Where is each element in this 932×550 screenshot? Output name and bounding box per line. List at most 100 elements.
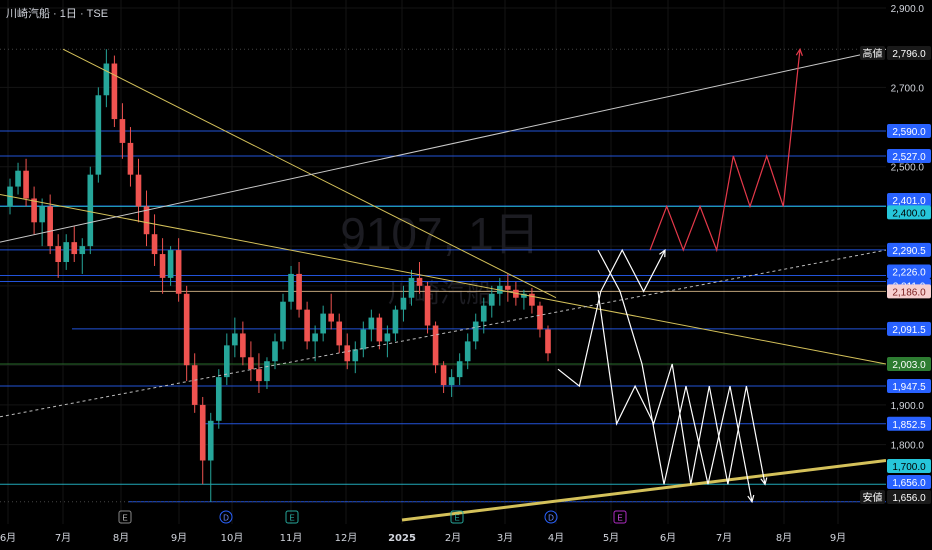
price-label-text: 2,091.5: [892, 325, 926, 336]
trendline: [0, 194, 887, 365]
candle-body: [472, 321, 479, 342]
price-label-box: [887, 264, 931, 279]
time-tick-label: 8月: [113, 532, 129, 544]
price-label: 2,527.0: [887, 149, 931, 164]
price-label-text: 2,400.0: [892, 208, 926, 219]
price-label: 1,656.0: [887, 475, 931, 489]
price-label: 2,226.0: [887, 264, 931, 279]
event-marker: E: [118, 510, 132, 524]
projection-arrowhead: [659, 248, 666, 258]
event-marker: E: [613, 510, 627, 524]
price-label-text: 2,290.5: [892, 246, 926, 257]
projection-path: [597, 291, 766, 485]
event-marker-shape: [613, 510, 627, 524]
trendline: [0, 249, 887, 418]
trendlines: [0, 48, 887, 522]
event-marker-label: E: [617, 514, 622, 523]
candle-body: [71, 242, 78, 255]
event-marker-shape: [544, 510, 558, 524]
price-tick-label: 2,900.0: [891, 4, 925, 15]
time-tick-label: 8月: [776, 532, 792, 544]
price-label-text: 1,947.5: [892, 382, 926, 393]
price-label: 2,091.5: [887, 321, 931, 336]
candle-body: [328, 313, 335, 322]
event-marker-shape: [118, 510, 132, 524]
candle-body: [63, 242, 70, 262]
projection-arrowhead: [747, 494, 755, 504]
candle-body: [87, 174, 94, 247]
candle-body: [336, 321, 343, 346]
candle-body: [15, 170, 21, 187]
price-label: 2,290.5: [887, 242, 931, 257]
event-marker: D: [219, 510, 233, 524]
time-tick-label: 6月: [0, 532, 16, 544]
candle-body: [31, 198, 37, 223]
bullish-projection-path: [649, 49, 801, 253]
candle-body: [416, 277, 423, 286]
event-marker-label: E: [122, 514, 127, 523]
event-marker-label: D: [223, 514, 229, 523]
candle-body: [264, 361, 270, 382]
price-label: 2,796.0 高値: [860, 46, 931, 60]
price-label: 1,700.0: [887, 459, 931, 473]
candle-body: [127, 142, 134, 175]
candle-body: [240, 333, 246, 358]
price-label-box: [887, 475, 931, 489]
time-tick-label: 6月: [660, 532, 676, 544]
candle-body: [175, 250, 182, 294]
price-label-text: 2,003.0: [892, 360, 926, 371]
candle-body: [424, 285, 431, 326]
candle-body: [207, 420, 214, 461]
price-tick-label: 1,900.0: [891, 401, 925, 412]
candle-body: [352, 349, 359, 362]
price-axis[interactable]: 2,900.02,700.02,500.02,300.02,200.02,000…: [860, 0, 932, 550]
candle-body: [256, 369, 262, 382]
candle-body: [272, 341, 278, 362]
price-label-text: 2,186.0: [892, 287, 926, 298]
candle-body: [280, 301, 286, 342]
price-label-text: 1,700.0: [892, 462, 926, 473]
time-tick-label: 9月: [830, 532, 846, 544]
time-axis[interactable]: 6月 7月 8月 9月 10月 11月 12月 2025 2月 3月 4月 5月 6月 7月 8月 9月: [0, 524, 932, 550]
price-label-text: 1,656.0: [892, 478, 926, 489]
time-tick-label: 12月: [335, 532, 358, 544]
price-label-box: [887, 416, 931, 431]
event-marker: E: [450, 510, 464, 524]
candle-body: [344, 345, 351, 362]
candle-body: [79, 246, 86, 255]
price-label-text: 2,226.0: [892, 267, 926, 278]
candle-body: [376, 317, 383, 342]
event-marker-label: E: [454, 514, 459, 523]
time-tick-label: 3月: [497, 532, 513, 544]
price-label-box: [887, 205, 931, 220]
candle-body: [232, 333, 238, 346]
event-marker: E: [285, 510, 299, 524]
projection-paths: [557, 47, 803, 504]
trendline: [0, 48, 887, 243]
candle-body: [191, 365, 198, 405]
extreme-tag-box: [860, 490, 885, 504]
candle-body: [103, 63, 110, 96]
candle-body: [167, 250, 174, 278]
candle-body: [159, 254, 166, 278]
candle-body: [392, 309, 399, 334]
candle-body: [400, 297, 407, 310]
extreme-tag-text: 安値: [863, 491, 883, 504]
event-marker-shape: [285, 510, 299, 524]
candle-body: [47, 206, 53, 247]
candle-body: [183, 293, 190, 366]
projection-arrowhead: [795, 47, 803, 57]
candle-body: [119, 119, 126, 143]
price-label: 2,186.0: [887, 284, 931, 299]
extreme-tag-text: 高値: [863, 47, 883, 60]
candlesticks: [7, 49, 551, 502]
price-label-box: [887, 124, 931, 138]
candle-body: [408, 277, 415, 298]
candle-body: [368, 317, 375, 330]
price-label-text: 2,527.0: [892, 152, 926, 163]
price-tick-label: 2,500.0: [891, 163, 925, 174]
price-label-box: [887, 321, 931, 336]
time-tick-label: 2月: [445, 532, 461, 544]
